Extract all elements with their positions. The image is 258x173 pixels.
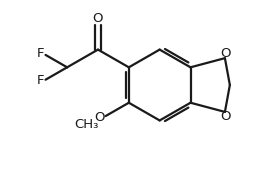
Text: O: O xyxy=(93,12,103,25)
Text: O: O xyxy=(221,110,231,123)
Text: F: F xyxy=(37,47,44,60)
Text: O: O xyxy=(221,47,231,60)
Text: CH₃: CH₃ xyxy=(74,118,99,131)
Text: F: F xyxy=(37,74,44,87)
Text: O: O xyxy=(94,111,105,124)
